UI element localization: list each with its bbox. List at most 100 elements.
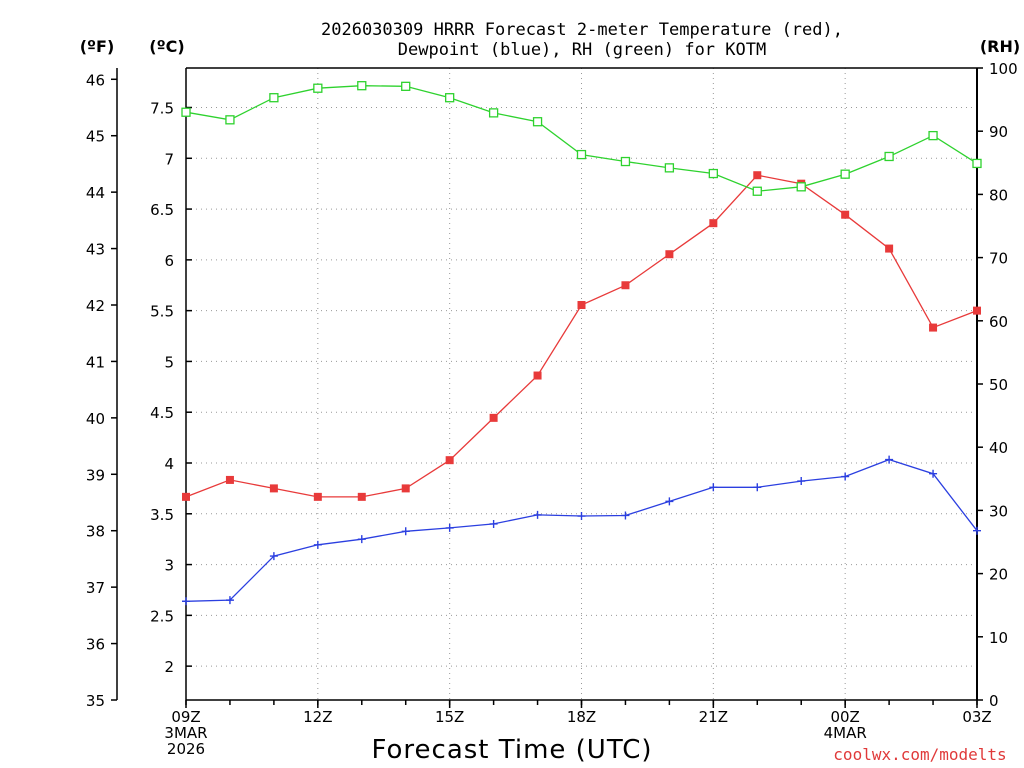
- dewpoint-point: [929, 469, 938, 478]
- x-tick-label: 03Z: [962, 708, 991, 726]
- rh-point: [972, 158, 982, 169]
- temperature-point: [357, 492, 366, 501]
- rh-tick-label: 90: [989, 123, 1008, 141]
- dewpoint-point: [489, 519, 498, 528]
- dewpoint-point: [225, 596, 234, 605]
- celsius-tick-label: 4: [164, 455, 174, 473]
- rh-point: [708, 168, 718, 179]
- temperature-point: [577, 301, 586, 309]
- temperature-point: [313, 492, 322, 501]
- dewpoint-point: [445, 523, 454, 532]
- fahrenheit-tick-label: 39: [86, 466, 105, 484]
- rh-point: [620, 156, 631, 167]
- series-rh: [181, 81, 982, 196]
- rh-point: [752, 186, 762, 196]
- celsius-tick-label: 3: [164, 557, 174, 575]
- dewpoint-point: [885, 455, 894, 464]
- rh-tick-label: 70: [989, 250, 1008, 268]
- temperature-point: [973, 306, 981, 315]
- rh-point: [884, 151, 894, 162]
- dewpoint-point: [753, 483, 762, 492]
- fahrenheit-tick-label: 44: [86, 184, 105, 202]
- celsius-tick-label: 3.5: [150, 506, 174, 524]
- fahrenheit-tick-label: 45: [86, 128, 105, 146]
- rh-point: [269, 93, 279, 103]
- rh-point: [664, 163, 675, 173]
- temperature-point: [533, 371, 542, 380]
- rh-point: [840, 169, 850, 179]
- rh-tick-label: 40: [989, 439, 1008, 457]
- temperature-point: [885, 244, 894, 253]
- rh-tick-label: 100: [989, 60, 1018, 78]
- series-dewpoint: [182, 455, 981, 606]
- temperature-point: [621, 281, 630, 290]
- dewpoint-point: [533, 510, 542, 519]
- celsius-unit-label: (ºC): [149, 37, 184, 56]
- x-tick-label: 4MAR: [824, 724, 867, 742]
- x-tick-label: 00Z: [830, 708, 859, 726]
- celsius-tick-label: 7.5: [150, 100, 174, 118]
- series-temperature: [182, 171, 981, 501]
- x-tick-label: 3MAR: [164, 724, 207, 742]
- dewpoint-point: [313, 540, 322, 549]
- rh-unit-label: (RH): [980, 37, 1020, 56]
- celsius-tick-label: 6: [164, 252, 174, 270]
- temperature-point: [182, 492, 190, 501]
- rh-point: [576, 149, 587, 160]
- credit-text: coolwx.com/modelts: [833, 745, 1006, 764]
- dewpoint-line: [185, 458, 978, 602]
- fahrenheit-tick-label: 46: [86, 71, 105, 89]
- rh-tick-label: 20: [989, 566, 1008, 584]
- grid-lines: [186, 68, 977, 700]
- x-tick-label: 2026: [167, 740, 205, 758]
- chart-axes: 35 36 37 38 39 40 41 42 43 44 45 46 2 2.5 3 3.5 4 4.5 5 5.5…: [86, 60, 1018, 758]
- temperature-point: [709, 219, 718, 228]
- rh-point: [181, 107, 191, 117]
- x-axis-label: Forecast Time (UTC): [371, 735, 652, 765]
- chart-subtitle: Dewpoint (blue), RH (green) for KOTM: [398, 40, 766, 60]
- temperature-point: [445, 456, 454, 465]
- dewpoint-point: [621, 511, 630, 520]
- x-tick-label: 12Z: [303, 708, 332, 726]
- celsius-tick-label: 5: [164, 353, 174, 371]
- rh-tick-label: 80: [989, 186, 1008, 204]
- temperature-point: [269, 484, 278, 493]
- celsius-tick-label: 4.5: [150, 404, 174, 422]
- rh-point: [357, 81, 367, 91]
- temperature-point: [401, 484, 410, 493]
- celsius-tick-label: 2: [164, 658, 174, 676]
- fahrenheit-tick-label: 41: [86, 353, 105, 371]
- fahrenheit-tick-label: 35: [86, 692, 105, 710]
- dewpoint-point: [841, 472, 850, 481]
- rh-point: [401, 81, 411, 91]
- temperature-point: [841, 210, 850, 219]
- temperature-point: [929, 323, 938, 332]
- x-tick-label: 18Z: [567, 708, 596, 726]
- rh-point: [313, 83, 323, 93]
- dewpoint-point: [182, 597, 190, 606]
- fahrenheit-tick-label: 40: [86, 410, 105, 428]
- rh-tick-label: 10: [989, 629, 1008, 647]
- fahrenheit-tick-label: 38: [86, 523, 105, 541]
- rh-point: [928, 130, 938, 141]
- celsius-tick-label: 6.5: [150, 201, 174, 219]
- temperature-point: [489, 413, 498, 422]
- rh-point: [488, 108, 499, 118]
- chart-title: 2026030309 HRRR Forecast 2-meter Tempera…: [321, 20, 843, 40]
- fahrenheit-tick-label: 36: [86, 636, 105, 654]
- rh-point: [796, 182, 806, 192]
- rh-tick-label: 60: [989, 313, 1008, 331]
- rh-tick-label: 50: [989, 376, 1008, 394]
- dewpoint-point: [973, 526, 981, 535]
- fahrenheit-tick-label: 37: [86, 579, 105, 597]
- fahrenheit-unit-label: (ºF): [80, 37, 115, 56]
- celsius-tick-label: 7: [164, 150, 174, 168]
- dewpoint-point: [797, 477, 806, 486]
- temperature-point: [665, 250, 674, 259]
- fahrenheit-tick-label: 42: [86, 297, 105, 315]
- dewpoint-point: [577, 512, 586, 521]
- rh-tick-label: 0: [989, 692, 999, 710]
- celsius-tick-label: 2.5: [150, 607, 174, 625]
- dewpoint-point: [357, 535, 366, 544]
